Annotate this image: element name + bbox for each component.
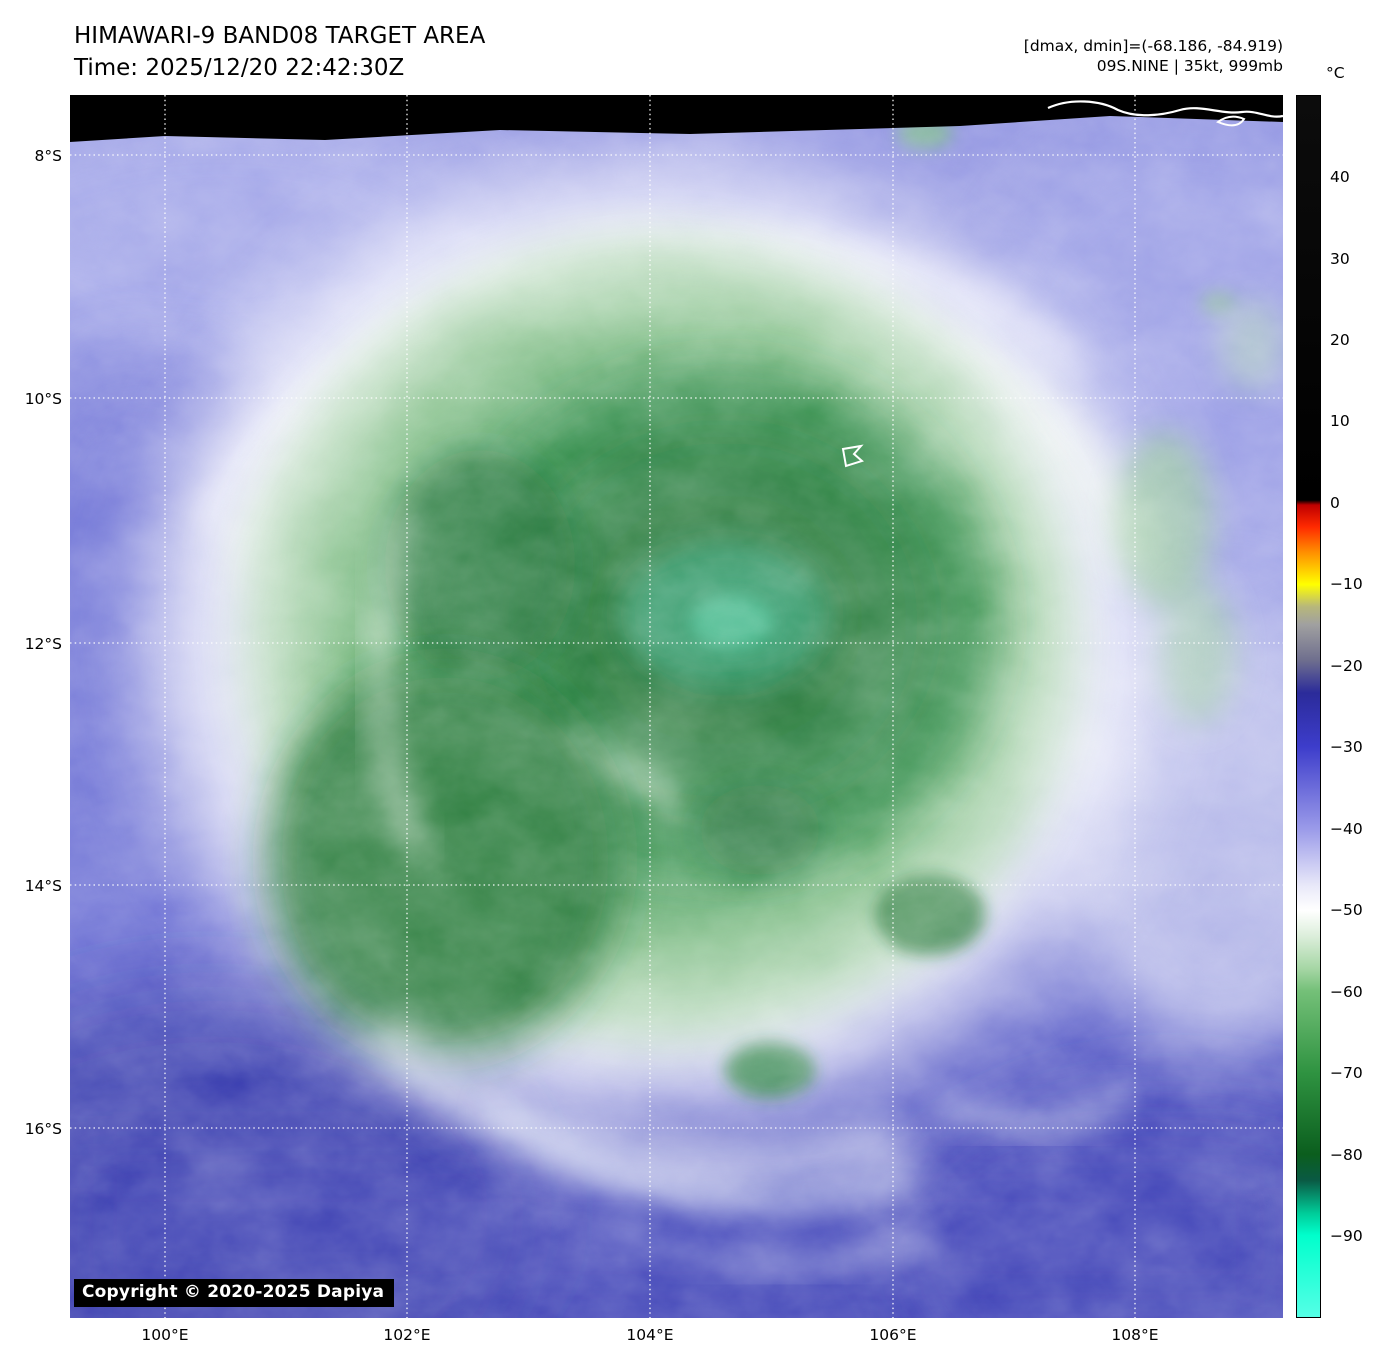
lon-tick-label: 100°E — [141, 1326, 189, 1344]
colorbar-unit-label: °C — [1326, 64, 1345, 82]
colorbar-tick: 10 — [1330, 412, 1350, 430]
plot-title: HIMAWARI-9 BAND08 TARGET AREA — [74, 23, 486, 49]
lon-tick-label: 102°E — [383, 1326, 431, 1344]
colorbar-tick: −20 — [1330, 657, 1363, 675]
colorbar-tick: 20 — [1330, 331, 1350, 349]
lon-tick-label: 108°E — [1111, 1326, 1159, 1344]
coastline-islet — [1216, 115, 1246, 127]
grid-lines — [70, 95, 1283, 1318]
lon-tick-label: 104°E — [626, 1326, 674, 1344]
colorbar-tick: −40 — [1330, 820, 1363, 838]
storm-info: 09S.NINE | 35kt, 999mb — [1096, 57, 1283, 75]
plot-time: Time: 2025/12/20 22:42:30Z — [74, 55, 405, 81]
lon-tick-label: 106°E — [869, 1326, 917, 1344]
lat-tick-label: 8°S — [34, 147, 62, 165]
colorbar-tick: −50 — [1330, 901, 1363, 919]
plot-header: HIMAWARI-9 BAND08 TARGET AREA Time: 2025… — [74, 20, 485, 84]
colorbar-tick: −70 — [1330, 1064, 1363, 1082]
temperature-colorbar — [1296, 95, 1321, 1318]
storm-annotation-flag — [841, 444, 865, 468]
colorbar-tick: −90 — [1330, 1227, 1363, 1245]
colorbar-tick: 30 — [1330, 250, 1350, 268]
lat-tick-label: 10°S — [24, 390, 62, 408]
lat-tick-label: 12°S — [24, 635, 62, 653]
copyright-badge: Copyright © 2020-2025 Dapiya — [74, 1279, 395, 1307]
dmax-dmin-readout: [dmax, dmin]=(-68.186, -84.919) — [1023, 37, 1283, 55]
colorbar-tick: −60 — [1330, 983, 1363, 1001]
colorbar-tick: −80 — [1330, 1146, 1363, 1164]
plot-header-right: [dmax, dmin]=(-68.186, -84.919) 09S.NINE… — [1024, 36, 1283, 76]
coastline — [1047, 100, 1283, 118]
satellite-image — [70, 95, 1283, 1318]
satellite-map — [70, 95, 1283, 1318]
lat-tick-label: 14°S — [24, 877, 62, 895]
colorbar-tick: 40 — [1330, 168, 1350, 186]
scan-edge-strip — [70, 95, 1283, 142]
colorbar-tick: −30 — [1330, 738, 1363, 756]
colorbar-tick: 0 — [1330, 494, 1340, 512]
colorbar-tick: −10 — [1330, 575, 1363, 593]
lat-tick-label: 16°S — [24, 1120, 62, 1138]
